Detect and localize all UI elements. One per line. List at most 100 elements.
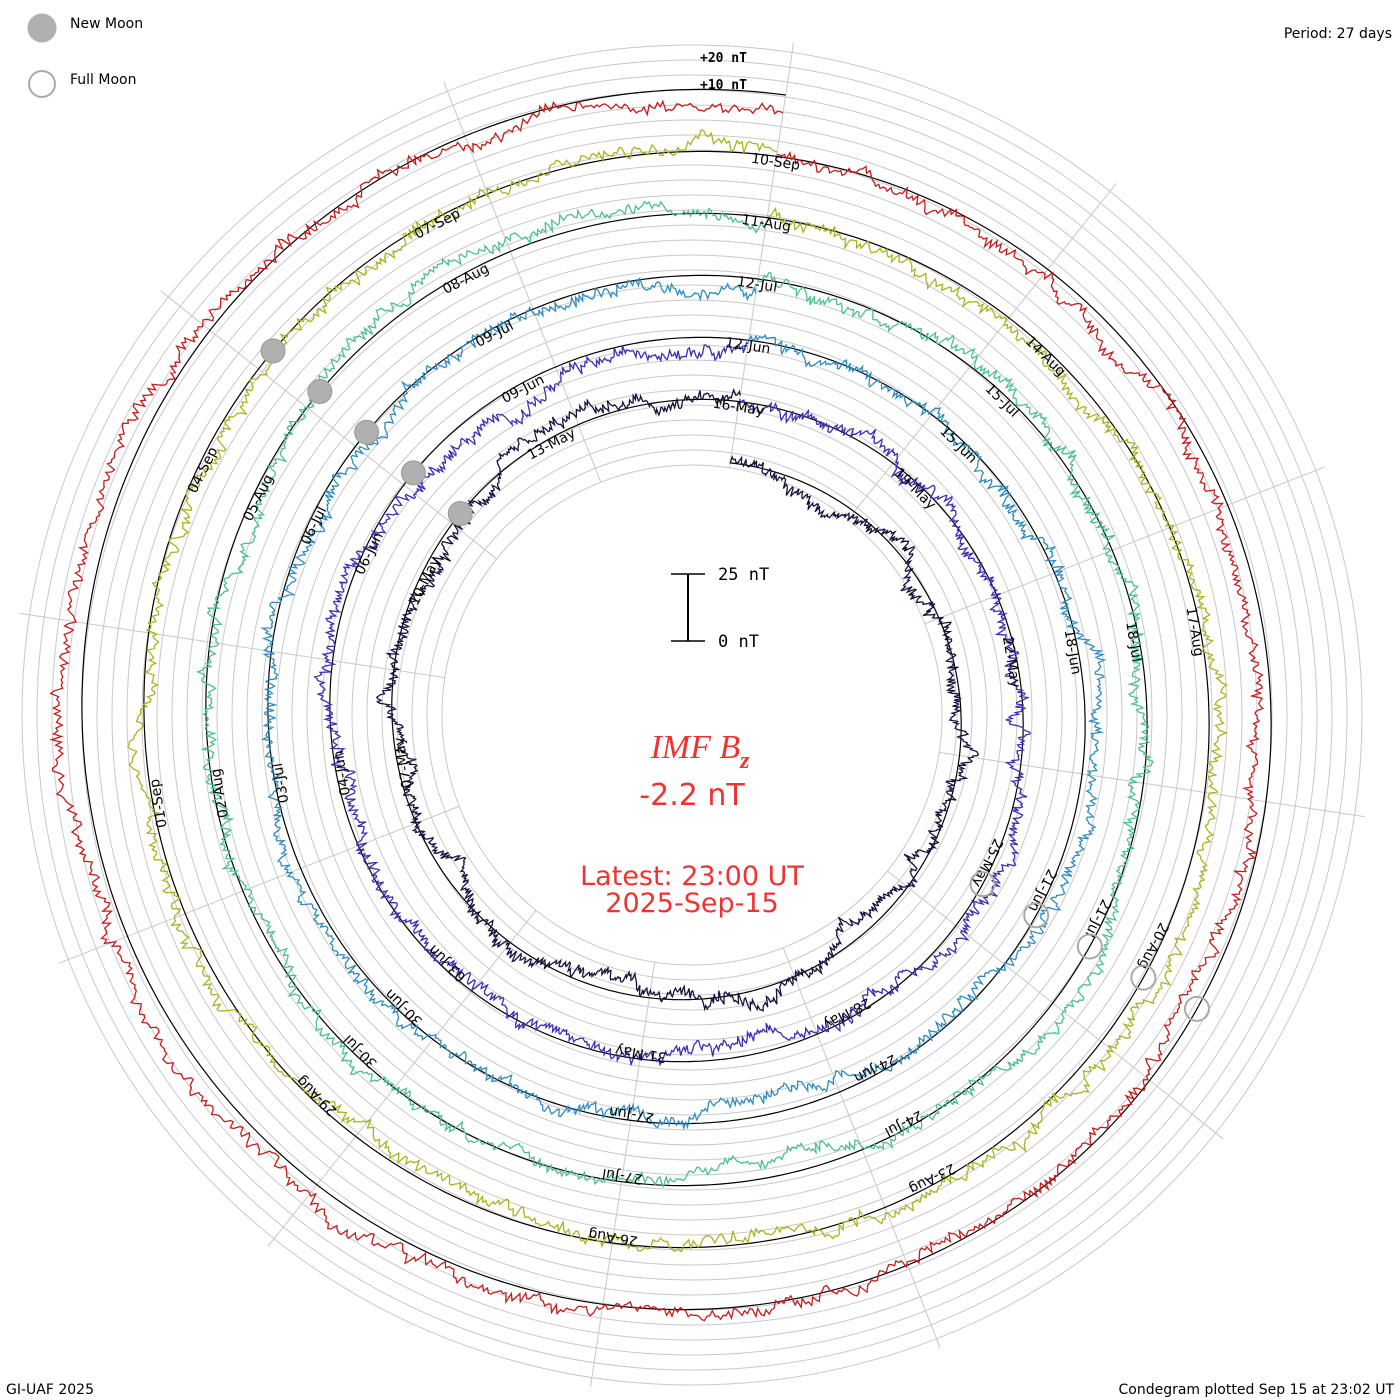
imf-value: -2.2 nT: [639, 778, 745, 813]
date-label: 12-Jun: [724, 335, 771, 358]
grid-spoke: [924, 466, 1326, 625]
grid-ring: [441, 464, 943, 966]
imf-title: IMF Bz: [649, 729, 750, 774]
series-trace: [49, 99, 1265, 1322]
date-label: 01-Sep: [147, 778, 171, 829]
date-label: 07-Sep: [412, 206, 463, 243]
date-label: 03-Jul: [270, 762, 292, 805]
grid-ring: [21, 44, 1363, 1386]
new-moon-marker: [307, 379, 333, 405]
scale-label-plus20: +20 nT: [700, 51, 747, 66]
grid-spoke: [589, 962, 656, 1388]
grid-ring: [66, 89, 1318, 1341]
date-label: 30-Jul: [340, 1031, 380, 1071]
grid-ring: [126, 149, 1258, 1281]
grid-rings: [21, 44, 1363, 1386]
date-label: 10-Sep: [750, 151, 801, 174]
full-moon-marker: [969, 871, 996, 898]
scale-bar-top-label: 25 nT: [718, 565, 769, 585]
date-label: 09-Jul: [473, 318, 516, 351]
grid-ring: [336, 359, 1048, 1071]
grid-ring: [261, 284, 1123, 1146]
series-trace: [375, 387, 980, 1013]
imf-title-subscript: z: [739, 748, 750, 774]
grid-spoke: [19, 612, 445, 679]
grid-ring: [426, 449, 958, 981]
date-label: 27-Jun: [608, 1103, 655, 1126]
full-moon-legend-icon: [28, 70, 56, 98]
zero-baseline: [81, 88, 1272, 1311]
date-label: 11-Aug: [740, 212, 792, 235]
grid-ring: [96, 119, 1288, 1311]
grid-ring: [351, 374, 1033, 1056]
series-trace: [313, 341, 1031, 1067]
grid-ring: [276, 299, 1108, 1131]
grid-ring: [411, 434, 973, 996]
date-label: 14-Aug: [1022, 333, 1069, 379]
scale-bar-bottom-label: 0 nT: [718, 632, 759, 652]
date-label: 15-Jun: [936, 423, 980, 466]
new-moon-marker: [400, 460, 426, 486]
date-label: 22-May: [999, 635, 1023, 689]
grid-ring: [171, 194, 1213, 1236]
footer-plot-time: Condegram plotted Sep 15 at 23:02 UT: [1118, 1382, 1394, 1398]
date-label: 07-May: [391, 736, 415, 790]
date-label: 04-Jun: [331, 749, 354, 797]
latest-date: 2025-Sep-15: [605, 888, 778, 919]
grid-spoke: [267, 910, 537, 1247]
footer-credit: GI-UAF 2025: [6, 1382, 94, 1398]
scale-label-plus10: +10 nT: [700, 78, 747, 93]
grid-ring: [216, 239, 1168, 1191]
grid-ring: [111, 134, 1273, 1296]
series-trace: [196, 200, 1154, 1189]
moon-markers: [260, 338, 1210, 1022]
grid-spoke: [160, 290, 497, 560]
full-moon-marker: [1023, 902, 1050, 929]
grid-spokes: [19, 42, 1365, 1388]
new-moon-marker: [447, 501, 473, 527]
full-moon-marker: [1130, 964, 1157, 991]
date-label: 05-Aug: [240, 472, 277, 524]
new-moon-legend-label: New Moon: [70, 16, 143, 32]
date-label: 29-Aug: [294, 1072, 341, 1118]
grid-ring: [321, 344, 1063, 1086]
date-label: 31-May: [614, 1041, 668, 1065]
date-label: 19-May: [891, 465, 939, 513]
grid-ring: [51, 74, 1333, 1356]
grid-ring: [396, 419, 988, 1011]
latest-time: Latest: 23:00 UT: [580, 861, 804, 892]
grid-spoke: [887, 870, 1224, 1140]
grid-ring: [231, 254, 1153, 1176]
date-label: 17-Aug: [1183, 606, 1207, 658]
date-label: 28-May: [820, 994, 873, 1032]
new-moon-legend-icon: [27, 13, 57, 43]
new-moon-marker: [260, 338, 286, 364]
grid-ring: [186, 209, 1198, 1221]
series-trace: [260, 277, 1107, 1131]
date-label: 06-Jul: [298, 504, 330, 547]
date-label: 24-Jun: [851, 1051, 899, 1086]
grid-spoke: [728, 42, 795, 468]
grid-spoke: [782, 947, 941, 1349]
grid-spoke: [58, 805, 460, 964]
new-moon-marker: [354, 419, 380, 445]
grid-ring: [156, 179, 1228, 1251]
date-label: 26-Aug: [587, 1225, 639, 1248]
series-trace: [127, 129, 1228, 1253]
full-moon-marker: [1076, 933, 1103, 960]
grid-ring: [141, 164, 1243, 1266]
grid-ring: [306, 329, 1078, 1101]
date-label: 08-Aug: [440, 261, 492, 298]
date-label: 18-Jun: [1061, 628, 1084, 676]
series-group: [49, 99, 1265, 1322]
grid-ring: [81, 104, 1303, 1326]
period-label: Period: 27 days: [1284, 26, 1392, 42]
grid-ring: [201, 224, 1183, 1206]
date-label: 21-Jun: [1025, 866, 1060, 914]
date-label: 27-Jul: [601, 1165, 643, 1187]
zero-baseline-spiral: [81, 88, 1272, 1311]
grid-ring: [36, 59, 1348, 1371]
full-moon-legend-label: Full Moon: [70, 72, 136, 88]
date-label: 16-May: [712, 396, 766, 420]
